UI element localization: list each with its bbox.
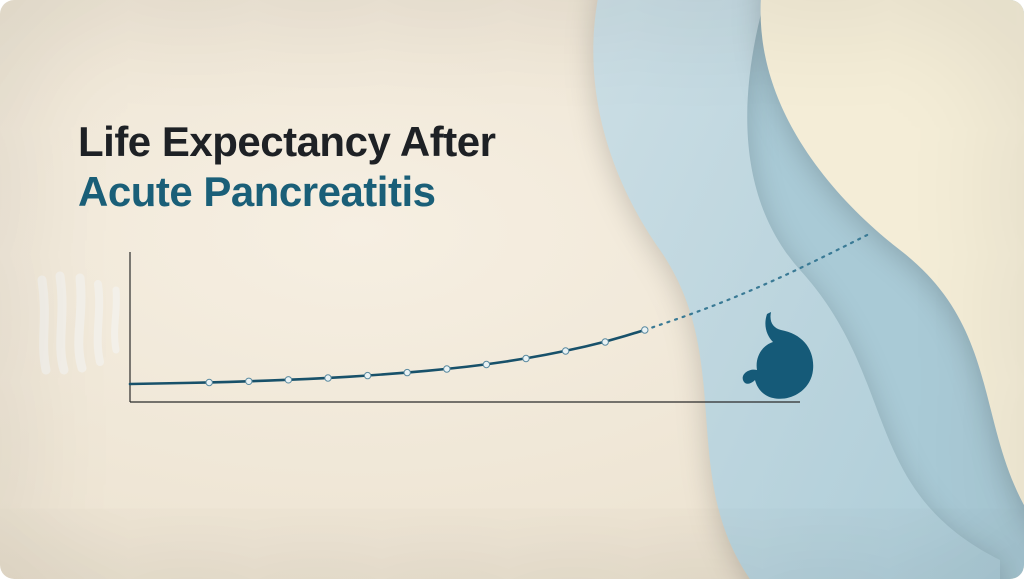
curve-marker xyxy=(246,378,252,384)
curve-marker xyxy=(325,375,331,381)
stomach-icon xyxy=(733,308,823,408)
curve-marker xyxy=(642,327,648,333)
curve-marker xyxy=(285,377,291,383)
curve-marker xyxy=(444,366,450,372)
curve-marker xyxy=(483,361,489,367)
curve-marker xyxy=(523,355,529,361)
curve-marker xyxy=(602,339,608,345)
title-line-1: Life Expectancy After xyxy=(78,118,495,166)
curve-marker xyxy=(206,379,212,385)
title-line-2: Acute Pancreatitis xyxy=(78,168,495,216)
curve-marker xyxy=(364,372,370,378)
curve-markers xyxy=(206,327,648,386)
title-block: Life Expectancy After Acute Pancreatitis xyxy=(78,118,495,216)
infographic-canvas: Life Expectancy After Acute Pancreatitis xyxy=(0,0,1024,579)
curve-marker xyxy=(404,369,410,375)
curve-solid xyxy=(130,330,645,384)
curve-marker xyxy=(562,348,568,354)
scribble-artifact xyxy=(30,270,140,380)
